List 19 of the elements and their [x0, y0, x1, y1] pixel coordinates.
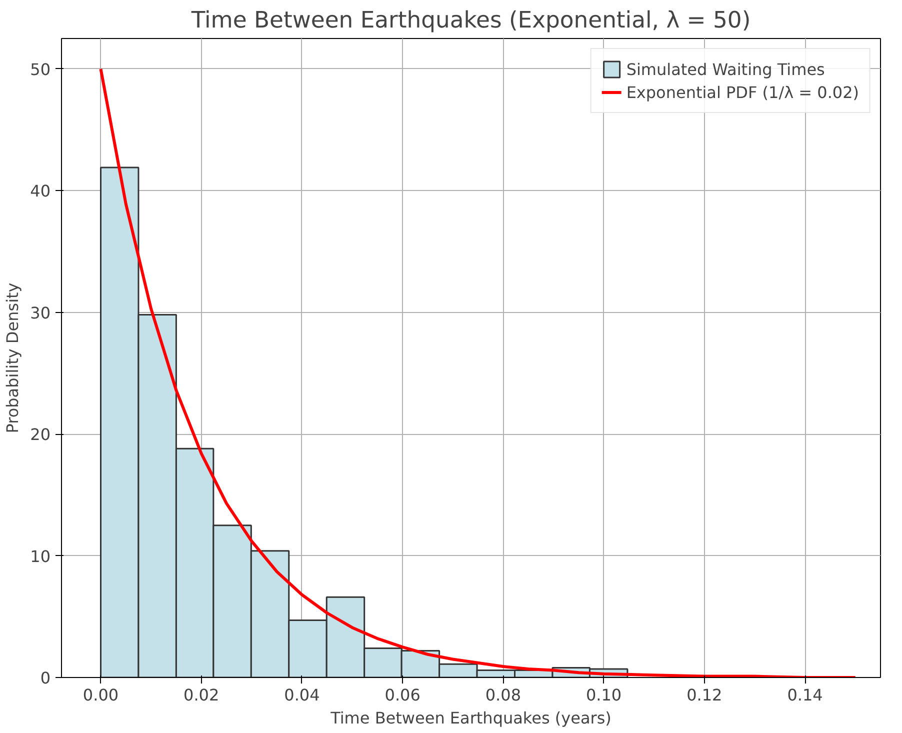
y-tick-label: 30 [30, 303, 50, 322]
x-tick-label: 0.12 [686, 686, 722, 704]
y-tick-label: 50 [30, 60, 50, 79]
y-tick-label: 40 [30, 182, 50, 201]
y-axis-title: Probability Density [3, 282, 22, 434]
x-tick-label: 0.14 [787, 686, 823, 704]
y-tick-label: 20 [30, 425, 50, 444]
x-tick-label: 0.00 [82, 686, 119, 704]
x-axis-title: Time Between Earthquakes (years) [330, 708, 612, 728]
legend-label: Exponential PDF (1/λ = 0.02) [626, 82, 859, 102]
x-tick-label: 0.02 [184, 686, 220, 704]
legend-label: Simulated Waiting Times [626, 60, 825, 78]
x-tick-label: 0.06 [384, 686, 420, 704]
x-tick-label: 0.04 [284, 686, 320, 704]
y-tick-label: 10 [30, 546, 50, 566]
y-tick-label: 0 [40, 668, 51, 688]
x-tick-label: 0.08 [485, 686, 522, 704]
x-tick-label: 0.10 [586, 686, 622, 704]
chart-title: Time Between Earthquakes (Exponential, λ = 50) [190, 8, 751, 34]
